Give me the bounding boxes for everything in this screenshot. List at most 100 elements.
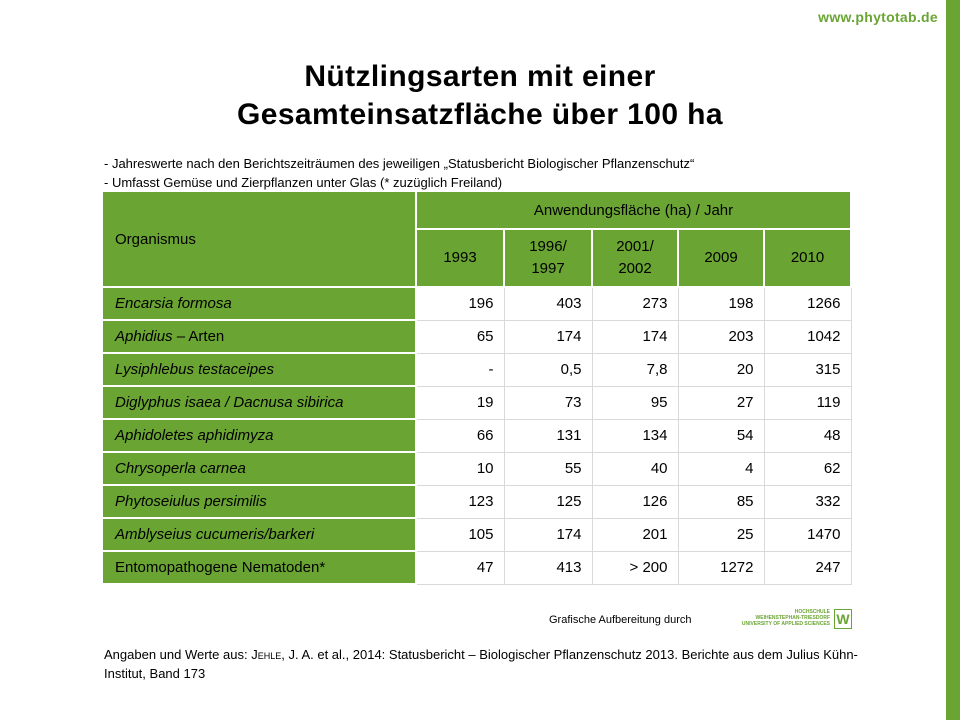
value-cell: 131 xyxy=(503,418,593,453)
organism-name: Entomopathogene Nematoden* xyxy=(115,559,326,576)
organism-cell: Chrysoperla carnea xyxy=(101,451,417,486)
value-cell: 7,8 xyxy=(591,352,679,387)
page-title: Nützlingsarten mit einer Gesamteinsatzfl… xyxy=(0,58,960,134)
value-cell: 55 xyxy=(503,451,593,486)
value-cell: 47 xyxy=(415,550,505,585)
source-prefix: Angaben und Werte aus: xyxy=(104,647,252,662)
value-cell: 126 xyxy=(591,484,679,519)
value-cell: 27 xyxy=(677,385,765,420)
value-cell: 40 xyxy=(591,451,679,486)
organism-name: Chrysoperla carnea xyxy=(115,460,246,477)
value-cell: 1272 xyxy=(677,550,765,585)
value-cell: - xyxy=(415,352,505,387)
logo-line: WEIHENSTEPHAN-TRIESDORF xyxy=(755,615,830,621)
value-cell: 273 xyxy=(591,286,679,321)
organism-name: Encarsia formosa xyxy=(115,295,232,312)
organism-cell: Aphidius – Arten xyxy=(101,319,417,354)
organism-name: Diglyphus isaea / Dacnusa sibirica xyxy=(115,394,344,411)
site-url[interactable]: www.phytotab.de xyxy=(818,9,938,25)
note-line: - Umfasst Gemüse und Zierpflanzen unter … xyxy=(104,175,503,190)
organism-name: Amblyseius cucumeris/barkeri xyxy=(115,526,315,543)
table-row: Lysiphlebus testaceipes -0,5 7,8 20 315 xyxy=(101,352,852,387)
organism-suffix: – Arten xyxy=(172,328,225,345)
year-label: 1997 xyxy=(531,260,565,277)
table-row: Phytoseiulus persimilis 123 125 126 85 332 xyxy=(101,484,852,519)
organism-header: Organismus xyxy=(101,190,417,288)
value-cell: 198 xyxy=(677,286,765,321)
value-cell: 119 xyxy=(763,385,852,420)
organism-name: Lysiphlebus testaceipes xyxy=(115,361,274,378)
organism-cell: Amblyseius cucumeris/barkeri xyxy=(101,517,417,552)
value-cell: 25 xyxy=(677,517,765,552)
value-cell: 125 xyxy=(503,484,593,519)
year-header: 2001/2002 xyxy=(591,228,679,288)
organism-cell: Encarsia formosa xyxy=(101,286,417,321)
year-label: 2002 xyxy=(618,260,652,277)
value-cell: 1266 xyxy=(763,286,852,321)
title-line-1: Nützlingsarten mit einer xyxy=(304,60,656,93)
value-cell: > 200 xyxy=(591,550,679,585)
value-cell: 62 xyxy=(763,451,852,486)
year-header: 1993 xyxy=(415,228,505,288)
organism-name: Aphidoletes aphidimyza xyxy=(115,427,274,444)
university-logo: HOCHSCHULE WEIHENSTEPHAN-TRIESDORF UNIVE… xyxy=(736,609,852,629)
year-header: 2010 xyxy=(763,228,852,288)
value-cell: 413 xyxy=(503,550,593,585)
value-cell: 332 xyxy=(763,484,852,519)
value-cell: 0,5 xyxy=(503,352,593,387)
data-table: Organismus Anwendungsfläche (ha) / Jahr … xyxy=(101,190,852,585)
year-label: 1996/ xyxy=(529,238,567,255)
value-cell: 95 xyxy=(591,385,679,420)
value-cell: 85 xyxy=(677,484,765,519)
source-rest: , J. A. et al., 2014: Statusbericht – Bi… xyxy=(104,647,858,681)
table-row: Encarsia formosa 196 403 273 198 1266 xyxy=(101,286,852,321)
year-header: 1996/1997 xyxy=(503,228,593,288)
value-cell: 174 xyxy=(503,517,593,552)
value-cell: 315 xyxy=(763,352,852,387)
value-cell: 247 xyxy=(763,550,852,585)
value-cell: 65 xyxy=(415,319,505,354)
value-cell: 4 xyxy=(677,451,765,486)
source-citation: Angaben und Werte aus: Jehle, J. A. et a… xyxy=(104,645,874,683)
notes: - Jahreswerte nach den Berichtszeiträume… xyxy=(104,154,694,192)
value-cell: 174 xyxy=(503,319,593,354)
value-cell: 174 xyxy=(591,319,679,354)
year-label: 2001/ xyxy=(616,238,654,255)
value-cell: 203 xyxy=(677,319,765,354)
year-label: 2009 xyxy=(704,249,738,266)
logo-line: UNIVERSITY OF APPLIED SCIENCES xyxy=(741,621,830,627)
table-row: Entomopathogene Nematoden* 47 413 > 200 1272… xyxy=(101,550,852,585)
logo-mark-icon: W xyxy=(834,609,852,629)
organism-name: Phytoseiulus persimilis xyxy=(115,493,267,510)
area-header: Anwendungsfläche (ha) / Jahr xyxy=(415,190,852,230)
value-cell: 20 xyxy=(677,352,765,387)
value-cell: 19 xyxy=(415,385,505,420)
table-row: Aphidius – Arten 65 174 174 203 1042 xyxy=(101,319,852,354)
value-cell: 10 xyxy=(415,451,505,486)
value-cell: 1470 xyxy=(763,517,852,552)
value-cell: 48 xyxy=(763,418,852,453)
year-header: 2009 xyxy=(677,228,765,288)
note-line: - Jahreswerte nach den Berichtszeiträume… xyxy=(104,156,695,171)
year-label: 2010 xyxy=(790,249,825,266)
value-cell: 134 xyxy=(591,418,679,453)
table-row: Diglyphus isaea / Dacnusa sibirica 19 73 95… xyxy=(101,385,852,420)
table-row: Aphidoletes aphidimyza 66 131 134 54 48 xyxy=(101,418,852,453)
value-cell: 403 xyxy=(503,286,593,321)
source-author: Jehle xyxy=(251,647,282,662)
value-cell: 1042 xyxy=(763,319,852,354)
logo-mark-letter: W xyxy=(836,611,850,627)
table-row: Chrysoperla carnea 10 55 40 4 62 xyxy=(101,451,852,486)
value-cell: 123 xyxy=(415,484,505,519)
logo-line: HOCHSCHULE xyxy=(794,609,830,615)
value-cell: 196 xyxy=(415,286,505,321)
table-row: Amblyseius cucumeris/barkeri 105 174 201 25 1… xyxy=(101,517,852,552)
value-cell: 54 xyxy=(677,418,765,453)
value-cell: 66 xyxy=(415,418,505,453)
value-cell: 201 xyxy=(591,517,679,552)
value-cell: 105 xyxy=(415,517,505,552)
organism-name: Aphidius xyxy=(115,328,173,345)
year-label: 1993 xyxy=(443,249,477,266)
organism-cell: Phytoseiulus persimilis xyxy=(101,484,417,519)
right-accent-bar xyxy=(946,0,960,720)
